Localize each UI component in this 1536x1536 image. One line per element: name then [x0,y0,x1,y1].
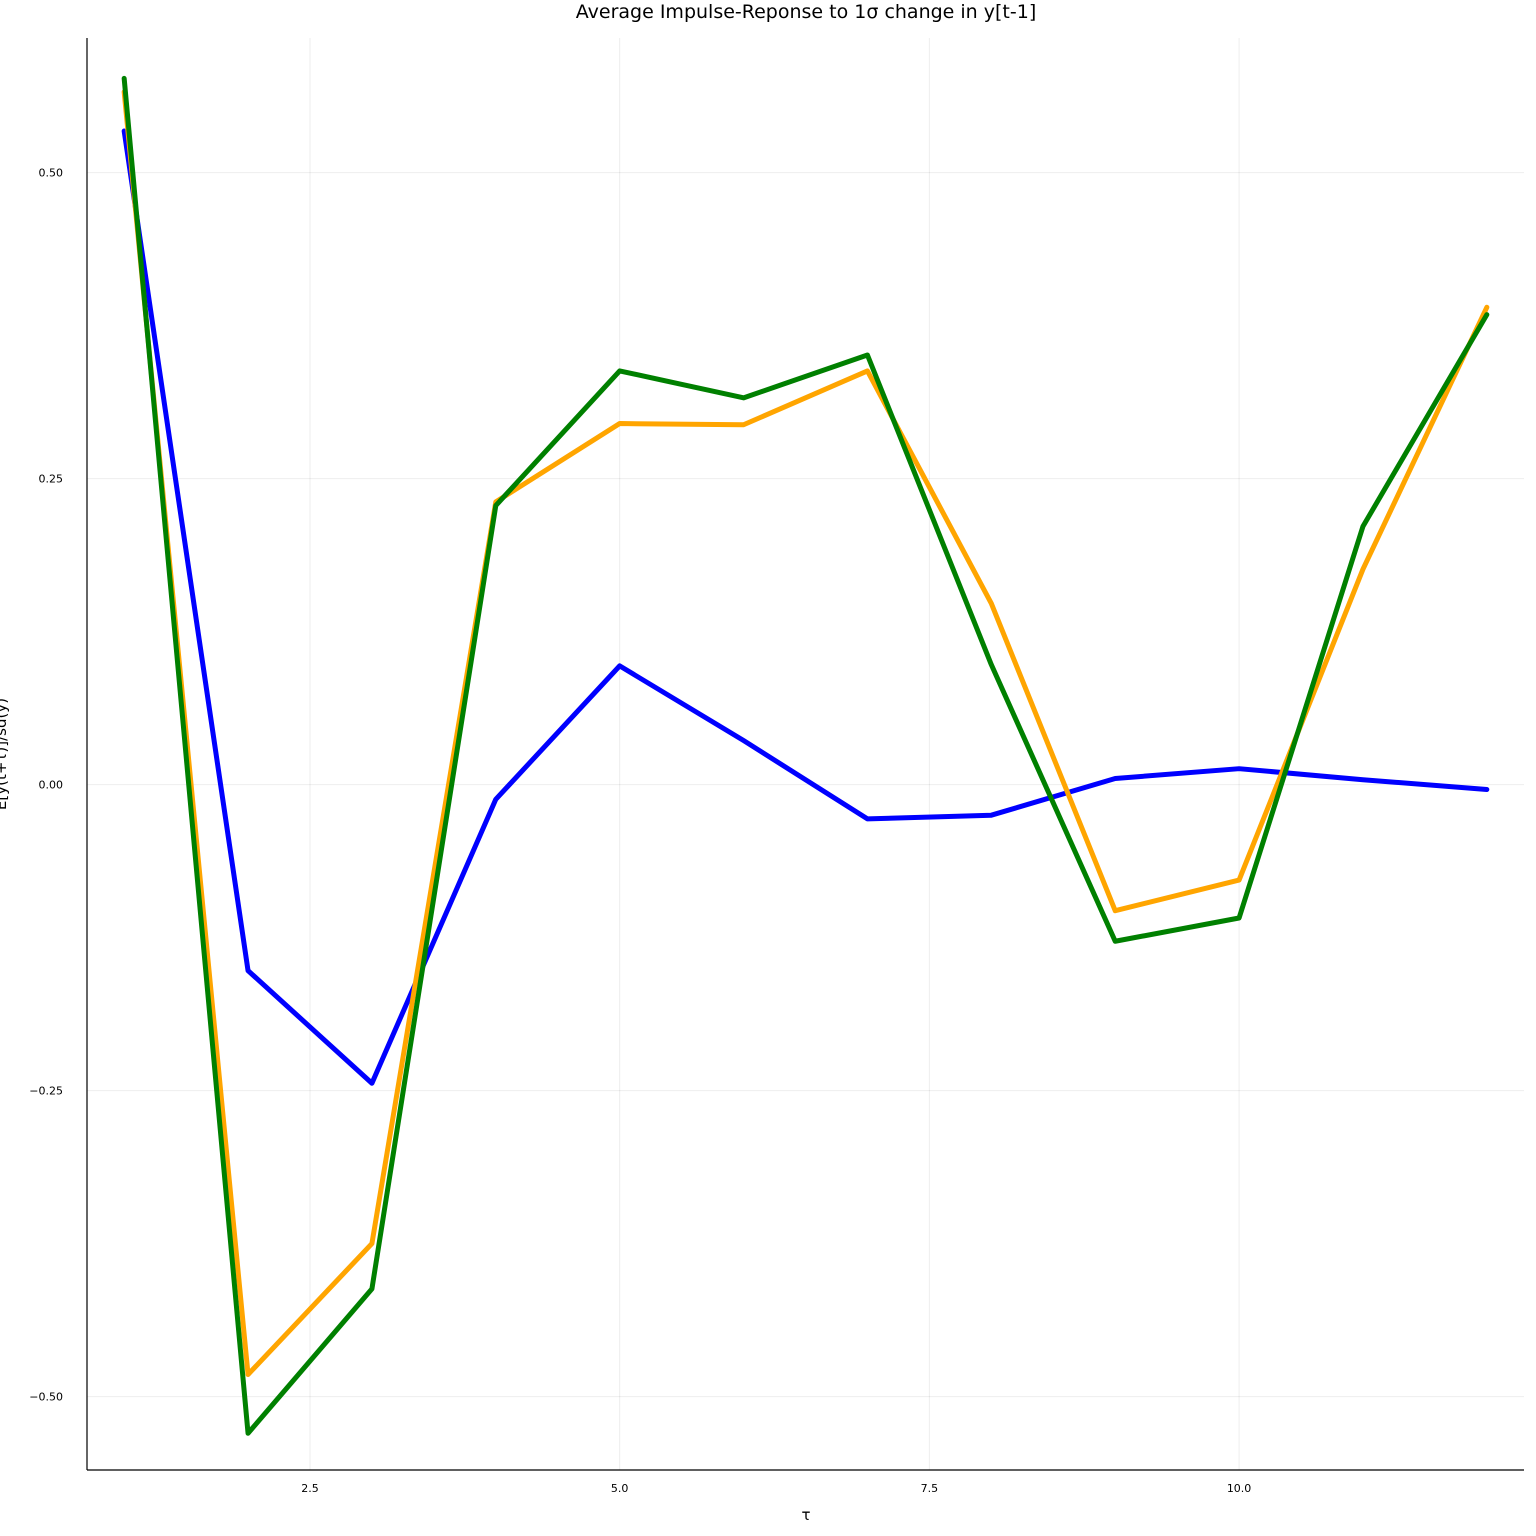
y-tick-label: −0.50 [29,1391,63,1404]
y-tick-label: 0.50 [39,167,64,180]
series-line-2 [121,89,1490,1378]
x-axis-label: τ [801,1506,810,1524]
y-tick-label: 0.00 [39,779,64,792]
series-lines [121,75,1490,1436]
axes [86,38,1524,1471]
x-tick-label: 2.5 [301,1482,319,1495]
series-line-1 [121,128,1490,1086]
x-tick-label: 7.5 [921,1482,939,1495]
x-tick-label: 5.0 [611,1482,629,1495]
x-tick-label: 10.0 [1227,1482,1252,1495]
y-axis-label: E[y(t+τ)]/sd(y) [0,698,10,810]
grid [87,38,1524,1470]
y-tick-label: −0.25 [29,1085,63,1098]
chart-title: Average Impulse-Reponse to 1σ change in … [576,1,1036,23]
tick-labels: 2.5 5.0 7.5 10.0 −0.50 −0.25 0.00 0.25 0.50 [29,167,1251,1495]
series-line-3 [121,75,1490,1436]
y-tick-label: 0.25 [39,473,64,486]
